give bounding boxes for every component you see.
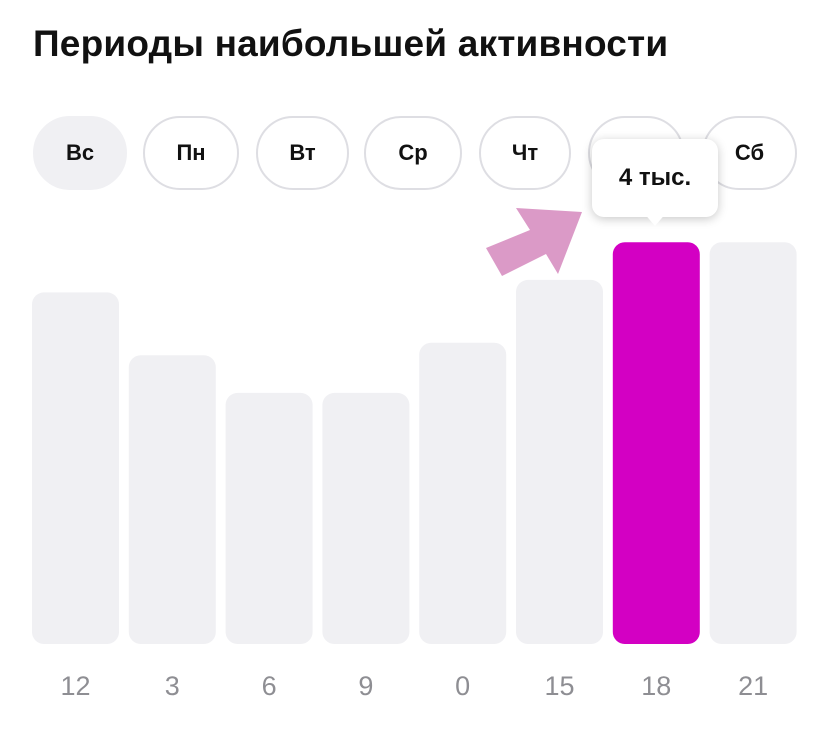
arrow-up-right-icon	[486, 208, 582, 276]
x-tick-label: 12	[60, 671, 90, 701]
day-tab-sunday[interactable]: Вс	[33, 116, 127, 190]
day-tab-monday[interactable]: Пн	[143, 116, 239, 190]
x-tick-label: 15	[544, 671, 574, 701]
bar-hour-3[interactable]	[128, 355, 216, 644]
bar-hour-0[interactable]	[419, 342, 507, 644]
bar-hour-6[interactable]	[225, 392, 313, 644]
bar-hour-18[interactable]	[612, 242, 700, 644]
day-tab-tuesday[interactable]: Вт	[256, 116, 349, 190]
x-tick-label: 3	[165, 671, 180, 701]
bar-hour-21[interactable]	[709, 242, 797, 644]
x-tick-label: 18	[641, 671, 671, 701]
page-title: Периоды наибольшей активности	[33, 23, 669, 64]
x-tick-label: 21	[738, 671, 768, 701]
tooltip-pointer	[643, 212, 667, 226]
day-tab-wednesday[interactable]: Ср	[364, 116, 462, 190]
bar-hour-15[interactable]	[516, 279, 603, 644]
day-tab-thursday[interactable]: Чт	[479, 116, 571, 190]
x-tick-label: 0	[455, 671, 470, 701]
bar-value-tooltip: 4 тыс.	[592, 139, 718, 217]
x-tick-label: 9	[358, 671, 373, 701]
bar-hour-9[interactable]	[322, 392, 410, 644]
x-tick-label: 6	[262, 671, 277, 701]
bar-hour-12[interactable]	[32, 292, 119, 644]
